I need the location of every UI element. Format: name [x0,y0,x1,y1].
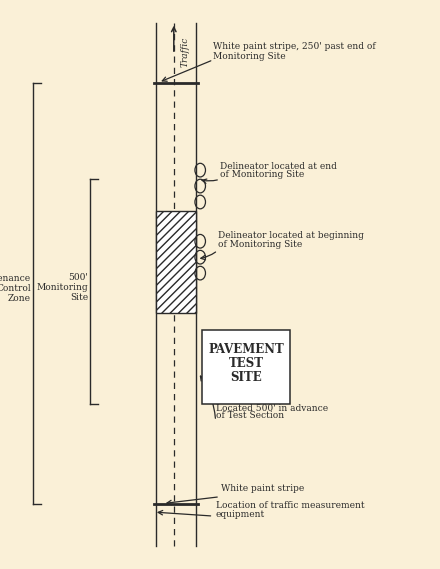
Text: of Monitoring Site: of Monitoring Site [218,240,302,249]
Text: of Test Section: of Test Section [216,411,284,420]
Text: Delineator located at beginning: Delineator located at beginning [218,231,364,240]
Text: equipment: equipment [216,510,265,519]
Text: Traffic: Traffic [180,37,189,67]
Text: White paint stripe: White paint stripe [221,484,304,493]
Text: PAVEMENT: PAVEMENT [209,344,284,356]
Text: Delineator located at end: Delineator located at end [220,162,337,171]
Text: 500': 500' [68,273,88,282]
Text: of Monitoring Site: of Monitoring Site [220,170,304,179]
Text: Monitoring Site: Monitoring Site [213,52,286,61]
Text: SITE: SITE [231,371,262,384]
Bar [202,330,290,404]
Text: Control: Control [0,284,31,293]
Text: Maintenance: Maintenance [0,274,31,283]
Text: Site: Site [70,293,88,302]
Text: Zone: Zone [8,294,31,303]
Text: Located 500' in advance: Located 500' in advance [216,403,328,413]
Bar [156,211,196,313]
Text: Location of traffic measurement: Location of traffic measurement [216,501,364,510]
Text: TEST: TEST [229,357,264,369]
Text: White paint stripe, 250' past end of: White paint stripe, 250' past end of [213,42,376,51]
Text: Monitoring: Monitoring [37,283,88,292]
